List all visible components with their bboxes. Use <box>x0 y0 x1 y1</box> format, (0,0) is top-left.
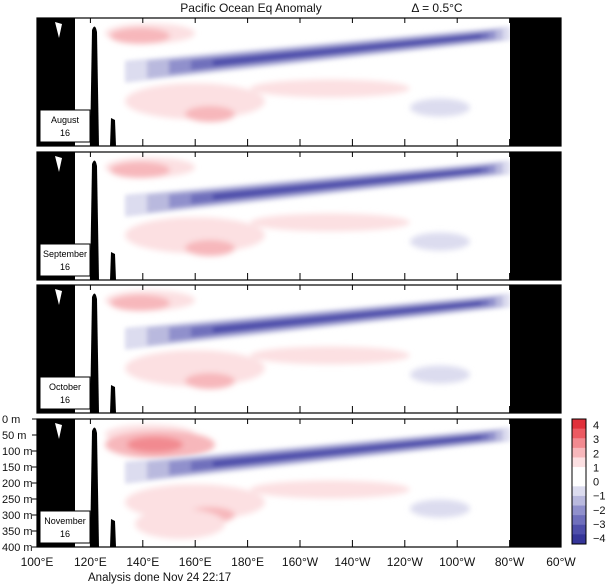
panel-day: 16 <box>60 529 70 539</box>
x-tick-label: 140°W <box>334 555 371 569</box>
panel-month: November <box>44 516 86 526</box>
colorbar-swatch <box>572 524 586 535</box>
chart-title: Pacific Ocean Eq Anomaly <box>180 1 321 15</box>
colorbar-swatch <box>572 505 586 516</box>
warm-anomaly <box>105 157 410 256</box>
colorbar-swatch <box>572 534 586 545</box>
panel: November 16 <box>36 418 562 548</box>
panel-day: 16 <box>60 128 70 138</box>
colorbar-tick-label: −2 <box>593 505 606 517</box>
panel: September 16 <box>36 151 562 281</box>
y-tick-label: 50 m <box>2 430 26 442</box>
x-tick-label: 120°W <box>387 555 424 569</box>
panel-month-label: August 16 <box>39 109 91 143</box>
y-axis: 0 m 50 m 100 m 150 m 200 m 250 m 300 m 350 m 400… <box>2 414 37 554</box>
colorbar-swatch <box>572 457 586 468</box>
colorbar: 4 3 2 1 0 −1 −2 −3 −4 <box>571 418 606 545</box>
cold-anomaly <box>125 26 510 83</box>
panel-frame <box>36 151 562 281</box>
colorbar-tick-label: −4 <box>593 533 606 545</box>
colorbar-swatch <box>572 476 586 487</box>
colorbar-tick-label: 1 <box>593 462 599 474</box>
analysis-footer: Analysis done Nov 24 22:17 <box>88 572 231 584</box>
y-tick-label: 100 m <box>2 446 33 458</box>
x-tick-label: 140°E <box>126 555 159 569</box>
colorbar-swatch <box>572 515 586 526</box>
colorbar-frame <box>571 418 587 545</box>
panel: August 16 <box>36 17 562 147</box>
x-tick-label: 160°W <box>282 555 319 569</box>
x-tick-label: 100°E <box>21 555 54 569</box>
warm-anomaly <box>105 424 410 539</box>
panel-day: 16 <box>60 262 70 272</box>
x-tick-label: 120°E <box>74 555 107 569</box>
colorbar-swatch <box>572 428 586 439</box>
x-tick-label: 180°E <box>231 555 264 569</box>
panel-month: October <box>49 382 81 392</box>
x-tick-label: 100°W <box>439 555 476 569</box>
x-tick-label: 160°E <box>179 555 212 569</box>
cold-anomaly <box>125 427 510 484</box>
colorbar-tick-label: 2 <box>593 448 599 460</box>
y-tick-label: 0 m <box>2 414 20 426</box>
panel-month-label: September 16 <box>39 243 91 277</box>
y-tick-label: 300 m <box>2 510 33 522</box>
panel-month: August <box>51 115 80 125</box>
warm-anomaly <box>105 290 410 389</box>
y-tick-label: 200 m <box>2 478 33 490</box>
cold-anomaly <box>125 160 510 217</box>
colorbar-swatch <box>572 486 586 497</box>
y-tick-label: 350 m <box>2 526 33 538</box>
colorbar-tick-label: 4 <box>593 420 599 432</box>
y-tick-label: 250 m <box>2 494 33 506</box>
colorbar-swatch <box>572 447 586 458</box>
panel-month-label: October 16 <box>39 376 91 410</box>
colorbar-swatch <box>572 419 586 430</box>
colorbar-swatch <box>572 495 586 507</box>
y-tick-label: 150 m <box>2 462 33 474</box>
cold-anomaly <box>125 293 510 350</box>
panel-frame <box>36 284 562 414</box>
colorbar-swatch <box>572 467 586 478</box>
contour-interval-label: Δ = 0.5°C <box>411 1 463 15</box>
colorbar-tick-label: −3 <box>593 519 606 531</box>
panels-group: August 16 September 16 October 16 November 16 <box>36 17 562 548</box>
x-axis: 100°E 120°E 140°E 160°E 180°E 160°W 140°W 120°W… <box>21 555 577 569</box>
panel-month-label: November 16 <box>39 510 91 544</box>
panel: October 16 <box>36 284 562 414</box>
panel-month: September <box>43 249 87 259</box>
panel-frame <box>36 17 562 147</box>
panel-day: 16 <box>60 395 70 405</box>
y-tick-label: 400 m <box>2 542 33 554</box>
colorbar-swatch <box>572 438 586 449</box>
colorbar-tick-label: −1 <box>593 491 606 503</box>
warm-anomaly <box>105 23 410 122</box>
x-tick-label: 80°W <box>495 555 525 569</box>
colorbar-tick-label: 0 <box>593 477 599 489</box>
x-tick-label: 60°W <box>546 555 576 569</box>
colorbar-tick-label: 3 <box>593 434 599 446</box>
